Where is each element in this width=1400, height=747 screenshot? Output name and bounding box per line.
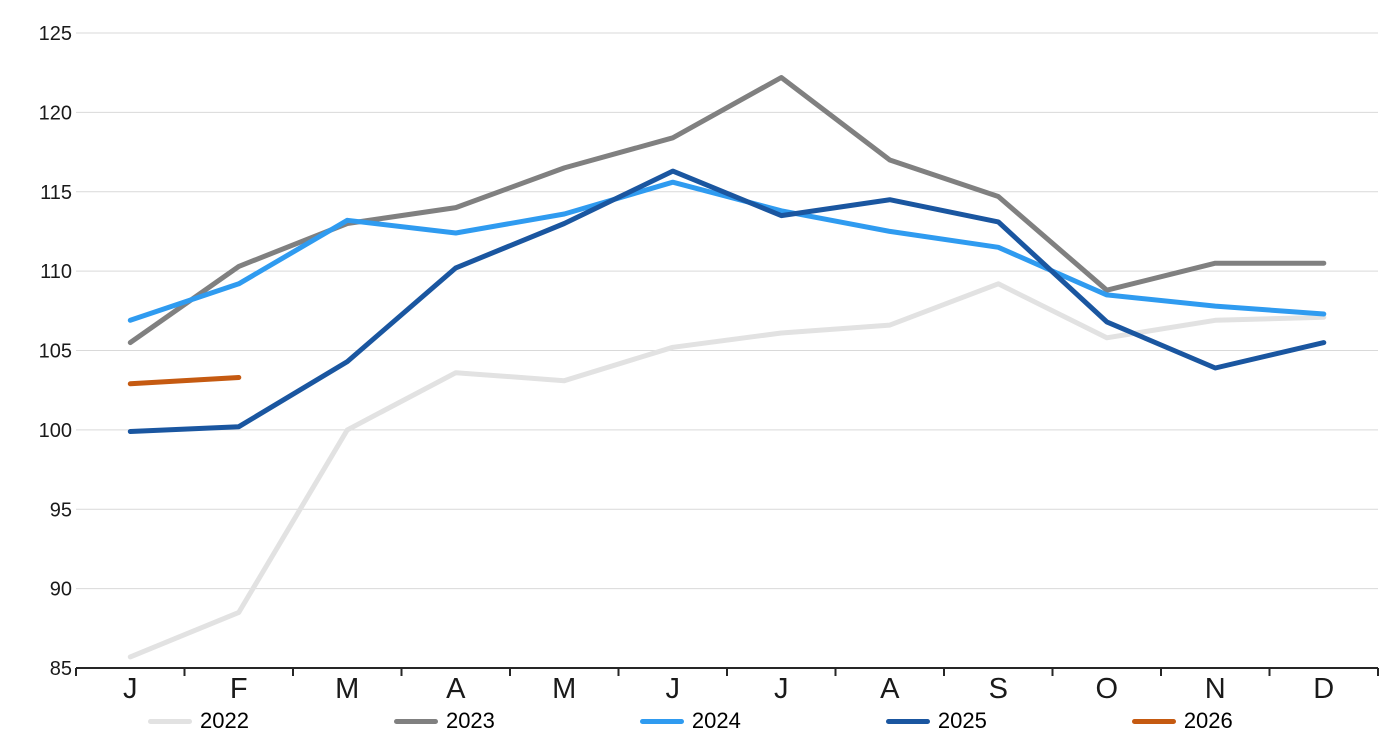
y-axis-tick-label: 85 bbox=[50, 658, 72, 680]
x-axis-month-label: J bbox=[666, 673, 681, 705]
x-axis-month-label: J bbox=[774, 673, 789, 705]
legend-item-2023: 2023 bbox=[393, 708, 495, 734]
legend-item-2024: 2024 bbox=[639, 708, 741, 734]
x-axis-month-label: M bbox=[335, 673, 359, 705]
legend-label: 2026 bbox=[1183, 708, 1233, 733]
x-axis-month-label: S bbox=[989, 673, 1008, 705]
x-axis-month-label: F bbox=[230, 673, 248, 705]
legend-item-2025: 2025 bbox=[885, 708, 987, 734]
x-axis-month-label: D bbox=[1313, 673, 1334, 705]
y-axis-tick-label: 110 bbox=[40, 261, 72, 283]
legend-label: 2022 bbox=[200, 708, 249, 733]
legend-swatch-2023 bbox=[393, 718, 438, 724]
series-line-2025 bbox=[127, 168, 1327, 434]
chart-legend: 2022 2023 2024 2025 2026 bbox=[148, 708, 1233, 734]
series-line-2026 bbox=[127, 375, 242, 387]
y-axis-tick-label: 95 bbox=[50, 499, 72, 521]
y-axis-tick-label: 105 bbox=[39, 341, 72, 363]
legend-swatch-2024 bbox=[639, 718, 684, 724]
x-axis-month-label: J bbox=[123, 673, 138, 705]
y-axis-tick-label: 115 bbox=[40, 182, 72, 204]
x-axis-month-label: A bbox=[446, 673, 466, 705]
legend-label: 2024 bbox=[691, 708, 741, 733]
y-axis-tick-label: 125 bbox=[39, 23, 72, 45]
x-axis-month-label: N bbox=[1205, 673, 1226, 705]
x-axis-month-label: A bbox=[880, 673, 900, 705]
y-axis-tick-label: 120 bbox=[39, 102, 72, 124]
legend-label: 2023 bbox=[445, 708, 495, 733]
y-axis-tick-label: 100 bbox=[39, 420, 72, 442]
legend-item-2026: 2026 bbox=[1131, 708, 1233, 734]
legend-swatch-2022 bbox=[148, 718, 192, 724]
legend-item-2022: 2022 bbox=[148, 708, 249, 734]
series-line-2024 bbox=[127, 179, 1327, 323]
series-line-2022 bbox=[127, 281, 1327, 660]
series-line-2023 bbox=[127, 75, 1327, 346]
legend-swatch-2025 bbox=[885, 718, 930, 724]
legend-swatch-2026 bbox=[1131, 718, 1176, 724]
y-axis-tick-label: 90 bbox=[50, 579, 72, 601]
legend-label: 2025 bbox=[937, 708, 987, 733]
x-axis-month-label: O bbox=[1095, 673, 1118, 705]
x-axis-month-label: M bbox=[552, 673, 576, 705]
